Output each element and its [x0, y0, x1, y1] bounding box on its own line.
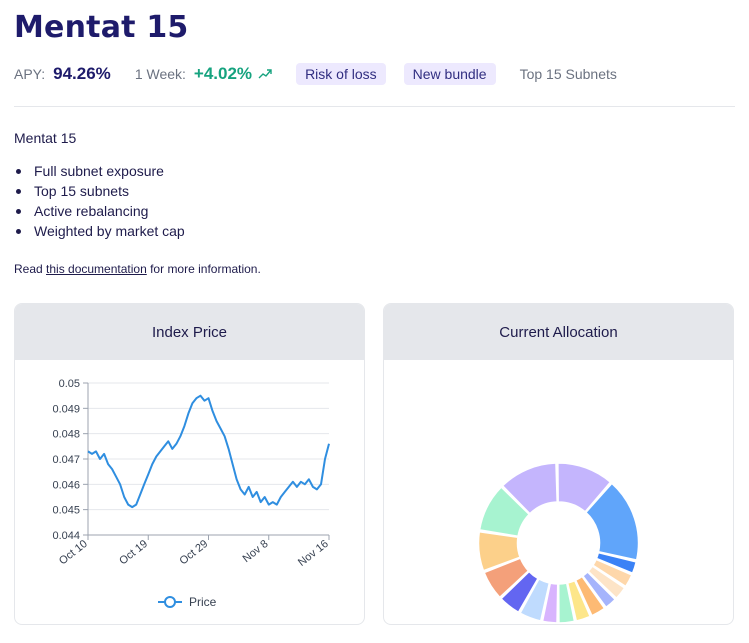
list-item: Active rebalancing [14, 201, 185, 221]
read-prefix: Read [14, 262, 47, 276]
donut-slice [581, 570, 617, 609]
donut-slice [584, 482, 640, 561]
donut-slice [557, 582, 576, 624]
page-title: Mentat 15 [14, 10, 189, 45]
trending-up-icon [258, 69, 272, 79]
read-suffix: for more information. [146, 262, 261, 276]
allocation-chart-area [384, 360, 733, 624]
x-tick-label: Nov 8 [241, 538, 271, 565]
description-title: Mentat 15 [14, 130, 77, 146]
x-tick-label: Oct 10 [57, 538, 90, 567]
price-series-line [87, 394, 330, 509]
divider [14, 106, 735, 107]
week-value: +4.02% [193, 64, 253, 83]
y-tick-label: 0.045 [52, 505, 80, 517]
x-tick-label: Oct 29 [177, 538, 210, 567]
y-tick-label: 0.049 [52, 403, 80, 415]
donut-slice [566, 579, 592, 622]
index-price-title: Index Price [15, 304, 364, 360]
legend-label: Price [189, 595, 217, 609]
list-item-text: Top 15 subnets [34, 183, 129, 199]
documentation-link[interactable]: this documentation [46, 262, 147, 276]
donut-slice [574, 575, 606, 617]
apy-label: APY: [14, 66, 46, 82]
donut-slice [519, 577, 551, 622]
donut-slice [477, 530, 522, 572]
donut-slice [500, 570, 539, 614]
bullet-icon [16, 228, 21, 234]
x-tick-label: Oct 19 [117, 538, 150, 567]
risk-badge: Risk of loss [296, 63, 386, 85]
feature-list: Full subnet exposure Top 15 subnets Acti… [14, 161, 185, 241]
allocation-card: Current Allocation [383, 303, 734, 625]
read-more-text: Read this documentation for more informa… [14, 262, 261, 276]
donut-slice [557, 462, 612, 513]
y-tick-label: 0.046 [52, 479, 80, 491]
y-tick-label: 0.05 [59, 378, 80, 390]
donut-slice [591, 558, 633, 588]
list-item-text: Active rebalancing [34, 203, 149, 219]
bullet-icon [16, 208, 21, 214]
y-tick-label: 0.044 [52, 530, 80, 542]
donut-slice [501, 462, 558, 515]
allocation-title: Current Allocation [384, 304, 733, 360]
new-bundle-badge: New bundle [403, 63, 496, 85]
donut-slice [595, 551, 638, 575]
list-item-text: Weighted by market cap [34, 223, 185, 239]
x-tick-label: Nov 16 [296, 538, 331, 569]
stats-row: APY: 94.26% 1 Week: +4.02% Risk of loss … [14, 62, 617, 86]
allocation-donut-chart [477, 462, 640, 624]
donut-slice [541, 582, 559, 624]
list-item-text: Full subnet exposure [34, 163, 164, 179]
legend-marker-icon [164, 596, 176, 608]
bullet-icon [16, 188, 21, 194]
y-tick-label: 0.048 [52, 429, 80, 441]
donut-slice [483, 557, 530, 599]
apy-value: 94.26% [53, 64, 111, 83]
subnets-tag: Top 15 Subnets [519, 66, 617, 82]
index-price-card: Index Price 0.044 0.045 0.046 0.047 0.048 0.0… [14, 303, 365, 625]
donut-slice [587, 565, 626, 600]
index-price-chart: 0.044 0.045 0.046 0.047 0.048 0.049 0.05 Oct 10… [52, 378, 331, 609]
week-label: 1 Week: [134, 66, 186, 82]
index-price-chart-area: 0.044 0.045 0.046 0.047 0.048 0.049 0.05 Oct 10… [15, 360, 364, 624]
donut-slice [478, 486, 531, 538]
list-item: Full subnet exposure [14, 161, 185, 181]
y-tick-label: 0.047 [52, 454, 80, 466]
bullet-icon [16, 168, 21, 174]
list-item: Top 15 subnets [14, 181, 185, 201]
list-item: Weighted by market cap [14, 221, 185, 241]
